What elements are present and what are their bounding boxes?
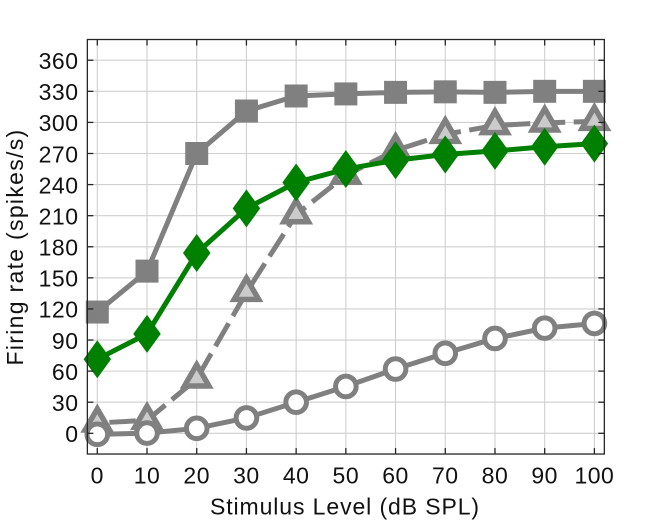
svg-text:120: 120 bbox=[39, 297, 79, 323]
svg-text:Stimulus Level (dB SPL): Stimulus Level (dB SPL) bbox=[210, 494, 480, 520]
svg-text:180: 180 bbox=[39, 235, 79, 261]
svg-text:100: 100 bbox=[574, 462, 614, 488]
svg-text:70: 70 bbox=[432, 462, 459, 488]
svg-text:150: 150 bbox=[39, 266, 79, 292]
svg-text:300: 300 bbox=[39, 110, 79, 136]
svg-text:90: 90 bbox=[52, 328, 79, 354]
svg-text:20: 20 bbox=[183, 462, 210, 488]
svg-text:240: 240 bbox=[39, 172, 79, 198]
svg-text:90: 90 bbox=[531, 462, 558, 488]
svg-text:0: 0 bbox=[65, 421, 78, 447]
svg-text:10: 10 bbox=[134, 462, 161, 488]
svg-text:80: 80 bbox=[482, 462, 509, 488]
svg-text:330: 330 bbox=[39, 79, 79, 105]
svg-text:60: 60 bbox=[382, 462, 409, 488]
svg-text:30: 30 bbox=[233, 462, 260, 488]
svg-text:270: 270 bbox=[39, 141, 79, 167]
svg-text:210: 210 bbox=[39, 203, 79, 229]
svg-text:60: 60 bbox=[52, 359, 79, 385]
svg-text:Firing rate (spikes/s): Firing rate (spikes/s) bbox=[2, 129, 28, 366]
svg-text:40: 40 bbox=[283, 462, 310, 488]
svg-text:30: 30 bbox=[52, 390, 79, 416]
svg-text:360: 360 bbox=[39, 48, 79, 74]
svg-text:50: 50 bbox=[333, 462, 360, 488]
svg-text:0: 0 bbox=[91, 462, 104, 488]
